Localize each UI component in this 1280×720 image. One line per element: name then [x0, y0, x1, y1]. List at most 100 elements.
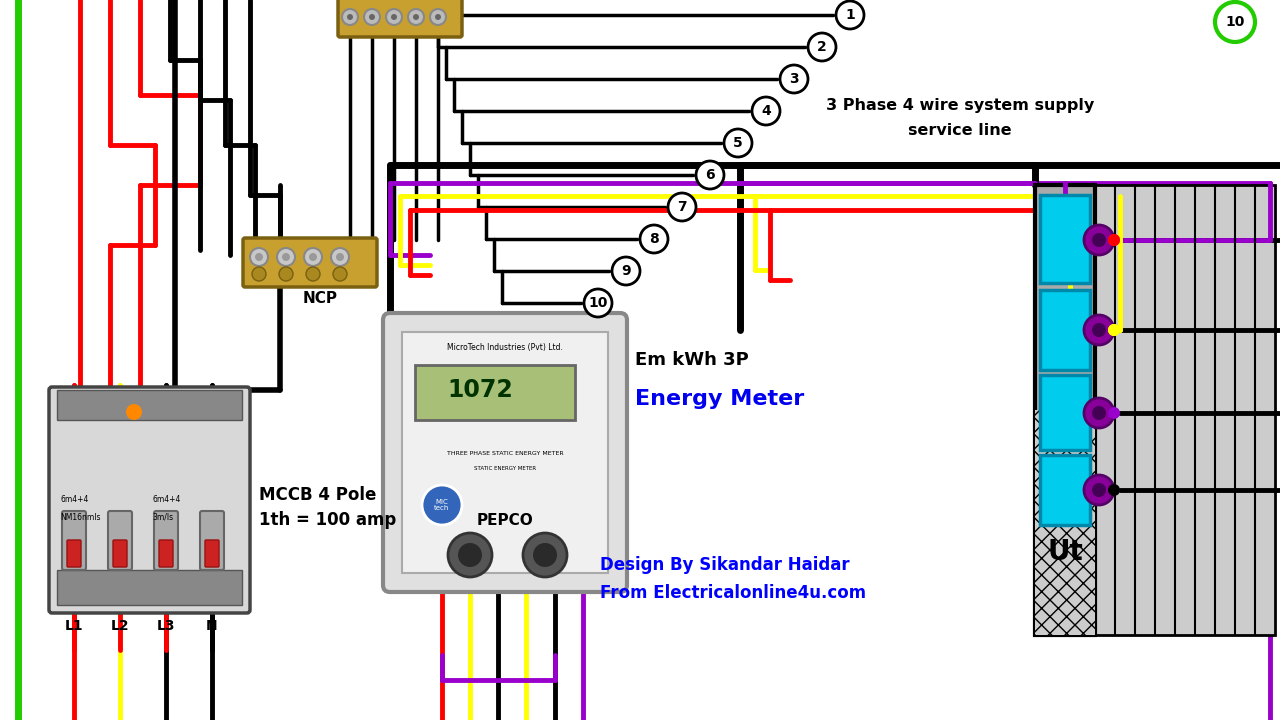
Text: 3 Phase 4 wire system supply: 3 Phase 4 wire system supply [826, 98, 1094, 113]
Text: L2: L2 [110, 619, 129, 633]
Text: Energy Meter: Energy Meter [635, 389, 804, 409]
Bar [1036, 410, 1094, 635]
Circle shape [408, 9, 424, 25]
Text: 7: 7 [677, 200, 687, 214]
Circle shape [347, 14, 353, 20]
Text: From Electricalonline4u.com: From Electricalonline4u.com [600, 584, 867, 602]
Circle shape [584, 289, 612, 317]
Circle shape [808, 33, 836, 61]
Text: Design By Sikandar Haidar: Design By Sikandar Haidar [600, 556, 850, 574]
Circle shape [1108, 324, 1120, 336]
Circle shape [1108, 234, 1120, 246]
FancyBboxPatch shape [113, 540, 127, 567]
Circle shape [255, 253, 262, 261]
Text: THREE PHASE STATIC ENERGY METER: THREE PHASE STATIC ENERGY METER [447, 451, 563, 456]
FancyBboxPatch shape [154, 511, 178, 570]
Text: 6m4+4: 6m4+4 [152, 495, 180, 504]
Circle shape [524, 533, 567, 577]
Text: L1: L1 [65, 619, 83, 633]
Text: STATIC ENERGY METER: STATIC ENERGY METER [474, 466, 536, 471]
Circle shape [342, 9, 358, 25]
Text: NCP: NCP [302, 291, 338, 306]
Circle shape [390, 14, 397, 20]
Circle shape [724, 129, 751, 157]
Text: L3: L3 [156, 619, 175, 633]
Circle shape [369, 14, 375, 20]
Text: PEPCO: PEPCO [476, 513, 534, 528]
Bar [415, 365, 575, 420]
FancyBboxPatch shape [205, 540, 219, 567]
FancyBboxPatch shape [49, 387, 250, 613]
Bar [1039, 375, 1091, 450]
Text: 9: 9 [621, 264, 631, 278]
Circle shape [387, 9, 402, 25]
Text: NM16nmls: NM16nmls [60, 513, 101, 522]
Bar [402, 332, 608, 573]
Text: 6m4+4: 6m4+4 [60, 495, 88, 504]
Text: 5: 5 [733, 136, 742, 150]
Circle shape [1092, 406, 1106, 420]
Circle shape [836, 1, 864, 29]
FancyBboxPatch shape [243, 238, 378, 287]
Circle shape [668, 193, 696, 221]
Circle shape [279, 267, 293, 281]
FancyBboxPatch shape [159, 540, 173, 567]
Bar [1039, 455, 1091, 525]
Bar [58, 390, 242, 420]
Circle shape [430, 9, 445, 25]
Circle shape [276, 248, 294, 266]
Text: Ut: Ut [1047, 538, 1083, 566]
FancyBboxPatch shape [61, 511, 86, 570]
Circle shape [612, 257, 640, 285]
Circle shape [1092, 323, 1106, 337]
Circle shape [458, 543, 483, 567]
Circle shape [448, 533, 492, 577]
Circle shape [1084, 225, 1114, 255]
Text: 3m/ls: 3m/ls [152, 513, 173, 522]
Bar [1036, 185, 1094, 635]
FancyBboxPatch shape [338, 0, 462, 37]
Circle shape [1108, 407, 1120, 419]
Circle shape [335, 253, 344, 261]
Circle shape [305, 248, 323, 266]
Circle shape [364, 9, 380, 25]
Circle shape [252, 267, 266, 281]
Circle shape [332, 248, 349, 266]
Text: service line: service line [909, 123, 1011, 138]
Bar [1039, 290, 1091, 370]
Text: 3: 3 [790, 72, 799, 86]
Text: N: N [206, 619, 218, 633]
Circle shape [1108, 234, 1120, 246]
Circle shape [125, 404, 142, 420]
Circle shape [1084, 398, 1114, 428]
Circle shape [1108, 324, 1120, 336]
Bar [1094, 185, 1275, 635]
Circle shape [1092, 483, 1106, 497]
Text: 10: 10 [589, 296, 608, 310]
Circle shape [780, 65, 808, 93]
Circle shape [435, 14, 442, 20]
Text: 6: 6 [705, 168, 714, 182]
Text: MIC
tech: MIC tech [434, 498, 449, 511]
Text: 1th = 100 amp: 1th = 100 amp [259, 511, 397, 529]
Bar [58, 570, 242, 605]
Circle shape [1084, 475, 1114, 505]
Circle shape [1092, 233, 1106, 247]
Text: 1: 1 [845, 8, 855, 22]
Circle shape [250, 248, 268, 266]
Text: 10: 10 [1225, 15, 1244, 29]
Circle shape [696, 161, 724, 189]
Text: MicroTech Industries (Pvt) Ltd.: MicroTech Industries (Pvt) Ltd. [447, 343, 563, 352]
FancyBboxPatch shape [67, 540, 81, 567]
Circle shape [422, 485, 462, 525]
Text: 1072: 1072 [447, 378, 513, 402]
FancyBboxPatch shape [383, 313, 627, 592]
Bar [1039, 195, 1091, 283]
FancyBboxPatch shape [108, 511, 132, 570]
Circle shape [640, 225, 668, 253]
Circle shape [1215, 2, 1254, 42]
Circle shape [306, 267, 320, 281]
Text: 2: 2 [817, 40, 827, 54]
Circle shape [333, 267, 347, 281]
Text: Em kWh 3P: Em kWh 3P [635, 351, 749, 369]
